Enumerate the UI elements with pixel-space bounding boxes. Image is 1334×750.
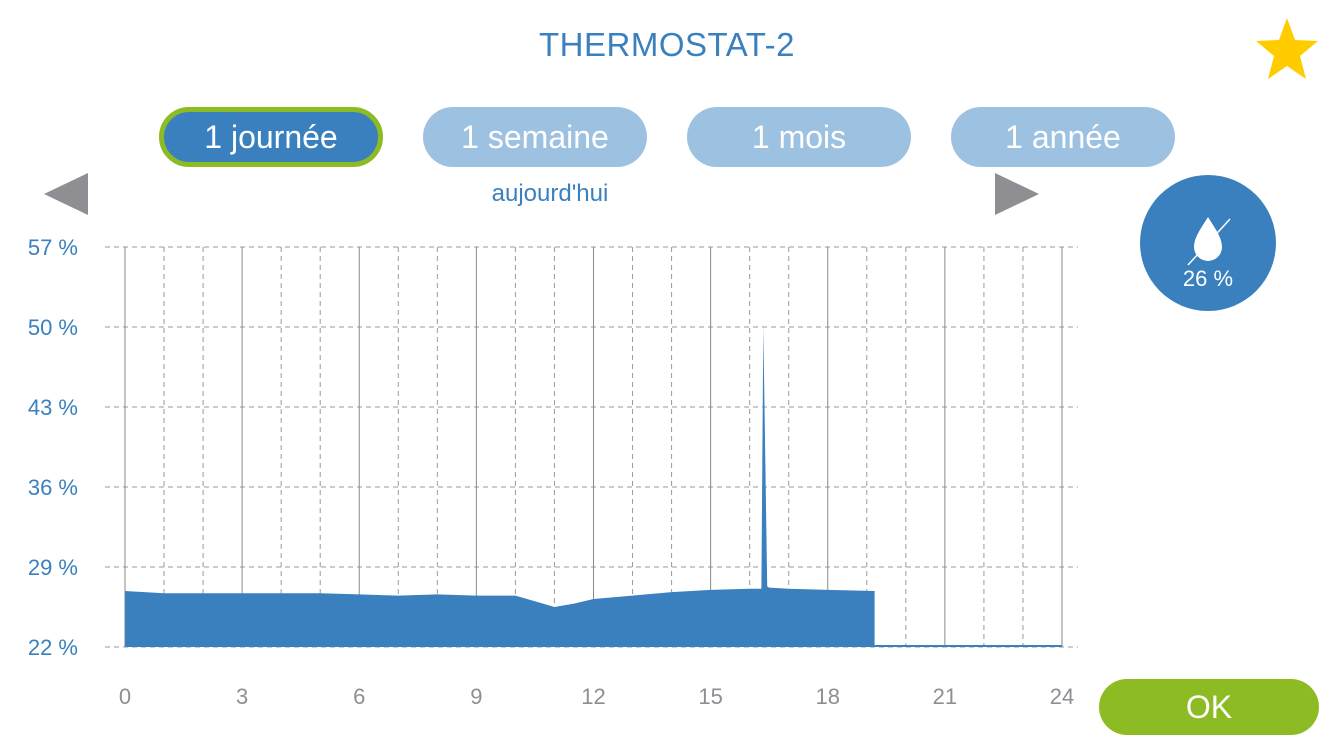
- chart-area-layer: [125, 327, 1062, 647]
- x-tick-label: 21: [933, 684, 957, 709]
- humidity-area: [125, 327, 875, 647]
- y-tick-label: 50 %: [28, 315, 78, 340]
- right-arrow-shape: [995, 173, 1039, 215]
- star-shape: [1256, 18, 1318, 79]
- x-tick-label: 24: [1050, 684, 1074, 709]
- x-tick-label: 9: [470, 684, 482, 709]
- tab-month[interactable]: 1 mois: [687, 107, 911, 167]
- triangle-left-icon[interactable]: [42, 170, 90, 218]
- left-arrow-shape: [44, 173, 88, 215]
- tab-day[interactable]: 1 journée: [159, 107, 383, 167]
- water-drop-icon: [1187, 217, 1231, 266]
- drop-slash: [1187, 218, 1231, 266]
- period-label: aujourd'hui: [491, 180, 609, 207]
- tab-week[interactable]: 1 semaine: [423, 107, 647, 167]
- chart-grid: [105, 246, 1078, 648]
- tab-year[interactable]: 1 année: [951, 107, 1175, 167]
- page-title: THERMOSTAT-2: [539, 26, 795, 63]
- x-tick-label: 6: [353, 684, 365, 709]
- x-tick-label: 0: [119, 684, 131, 709]
- x-tick-label: 12: [581, 684, 605, 709]
- humidity-badge: 26 %: [1140, 175, 1276, 311]
- ok-button[interactable]: OK: [1099, 679, 1319, 735]
- period-tabs: 1 journée 1 semaine 1 mois 1 année: [0, 107, 1334, 167]
- x-tick-label: 18: [816, 684, 840, 709]
- triangle-right-icon[interactable]: [993, 170, 1041, 218]
- x-tick-label: 15: [698, 684, 722, 709]
- humidity-value: 26 %: [1182, 266, 1234, 291]
- y-tick-label: 43 %: [28, 395, 78, 420]
- star-icon[interactable]: [1254, 16, 1320, 82]
- y-tick-label: 22 %: [28, 635, 78, 660]
- y-tick-label: 57 %: [28, 235, 78, 260]
- x-axis-labels: 0 3 6 9 12 15 18 21 24: [119, 684, 1074, 709]
- y-tick-label: 29 %: [28, 555, 78, 580]
- y-axis-labels: 57 % 50 % 43 % 36 % 29 % 22 %: [28, 235, 78, 660]
- y-tick-label: 36 %: [28, 475, 78, 500]
- x-tick-label: 3: [236, 684, 248, 709]
- humidity-chart: 57 % 50 % 43 % 36 % 29 % 22 % 0 3 6 9 12 15 18 21 24: [28, 235, 1078, 709]
